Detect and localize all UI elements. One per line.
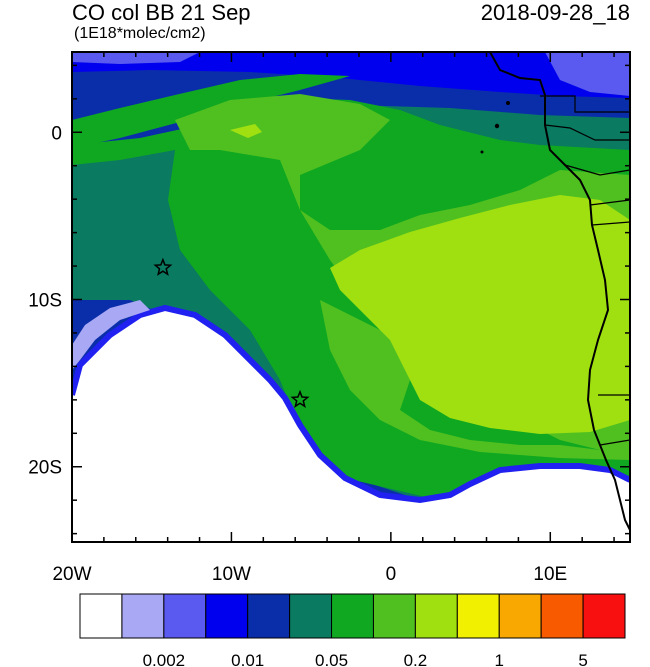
coastline	[489, 52, 630, 531]
star-marker-1	[153, 257, 173, 276]
field-white	[72, 308, 630, 542]
units-subtitle: (1E18*molec/cm2)	[74, 25, 206, 42]
timestamp-title: 2018-09-28_18	[480, 0, 630, 25]
axis-ticks: 20W 10W 0 10E 0 10S 20S	[28, 52, 630, 585]
star-marker-2	[290, 389, 310, 408]
colorbar-swatch	[414, 593, 458, 639]
colorbar-label: 5	[578, 651, 587, 667]
colorbar-swatch	[582, 593, 626, 639]
field-lightblue-sw	[72, 300, 150, 370]
border-2	[544, 124, 630, 141]
colorbar-label: 0.01	[231, 651, 264, 667]
x-tick-label: 10W	[212, 564, 251, 585]
colorbar-swatch	[163, 593, 207, 639]
island-2	[494, 123, 500, 129]
field-blue-north	[72, 52, 630, 98]
colorbar-swatch	[372, 593, 416, 639]
island-1	[506, 101, 510, 105]
island-3	[480, 150, 484, 154]
colorbar-label: 0.2	[404, 651, 428, 667]
colorbar-swatch	[540, 593, 584, 639]
field-yellowgreen	[330, 195, 630, 434]
colorbar-swatch	[289, 593, 333, 639]
colorbar-swatch	[331, 593, 374, 639]
colorbar: 0.002 0.01 0.05 0.2 1 5	[79, 593, 626, 667]
x-tick-label: 20W	[52, 564, 91, 585]
colorbar-swatch	[456, 593, 500, 639]
colorbar-swatch	[79, 593, 123, 639]
field-lightblue-ne	[545, 52, 630, 96]
co-field	[72, 52, 630, 542]
x-tick-label: 0	[386, 564, 397, 585]
colorbar-label: 1	[494, 651, 503, 667]
colorbar-label: 0.05	[315, 651, 348, 667]
colorbar-swatch	[205, 593, 249, 639]
border-3	[564, 164, 630, 176]
colorbar-label: 0.002	[143, 651, 186, 667]
plot-frame	[71, 51, 631, 543]
colorbar-swatch	[121, 593, 165, 639]
border-7	[599, 439, 630, 446]
border-4	[589, 199, 630, 206]
star-markers	[153, 257, 310, 408]
x-tick-label: 10E	[533, 564, 567, 585]
y-tick-label: 20S	[28, 458, 62, 479]
colorbar-swatch	[498, 593, 542, 639]
colorbar-swatch	[247, 593, 291, 639]
border-5	[591, 221, 630, 226]
field-white-edge	[72, 304, 630, 504]
y-tick-label: 0	[51, 123, 62, 144]
y-tick-label: 10S	[28, 291, 62, 312]
field-yellowgreen-spot	[230, 124, 262, 138]
border-1	[540, 95, 630, 113]
map-title: CO col BB 21 Sep	[72, 0, 251, 25]
